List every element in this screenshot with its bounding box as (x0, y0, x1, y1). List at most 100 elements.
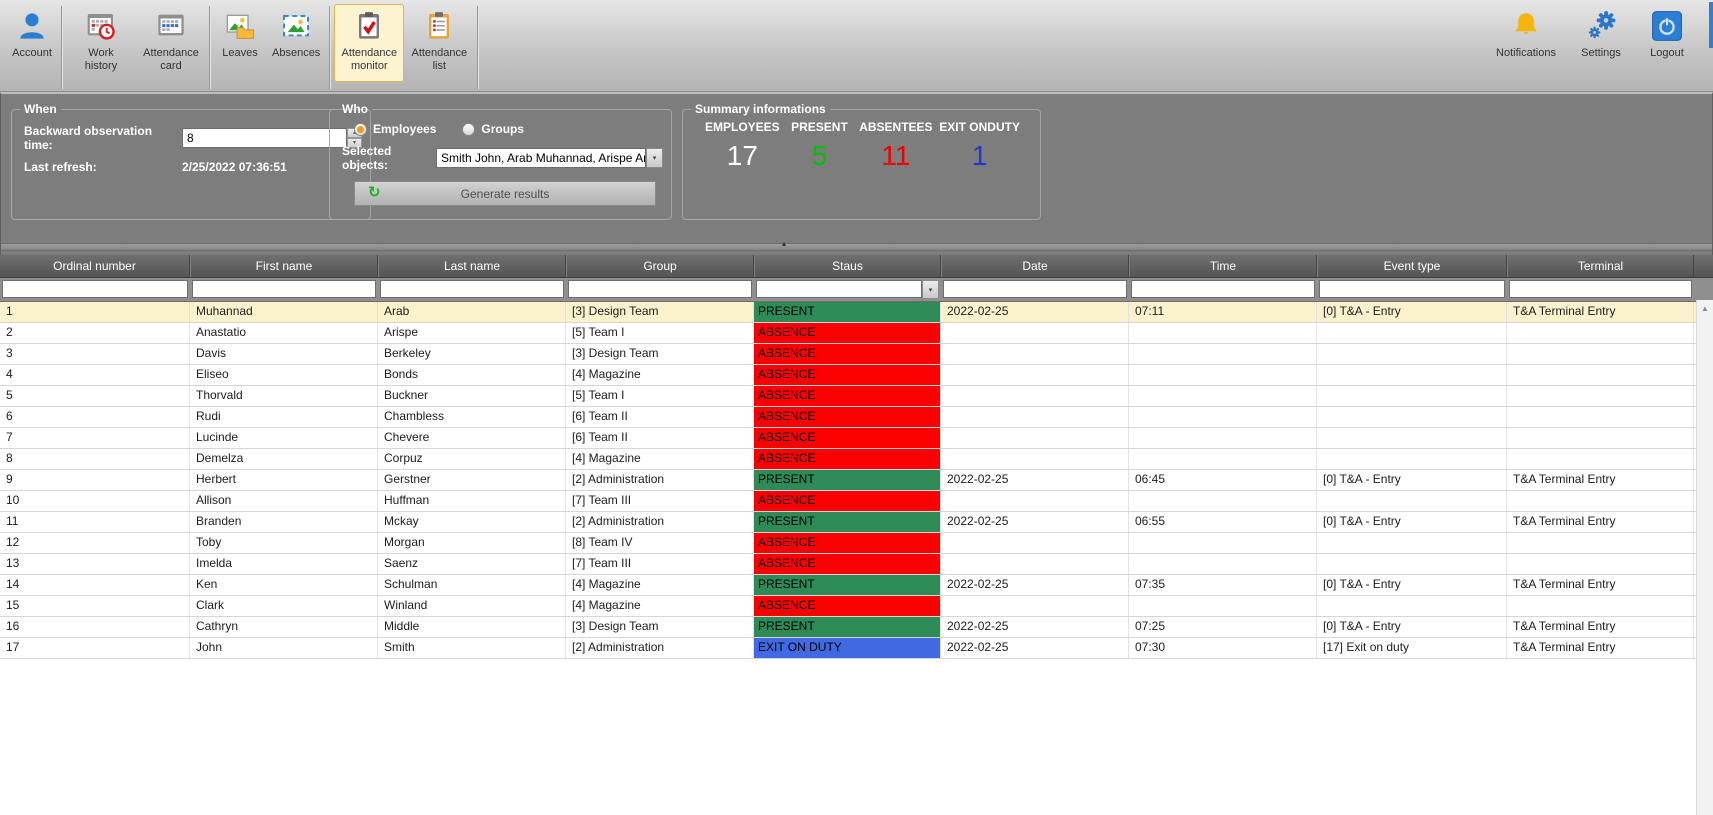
toolbar-button-work-history[interactable]: Work history (66, 4, 136, 82)
cell-ordinal-number: 12 (0, 533, 190, 553)
stat-value: 1 (971, 140, 988, 171)
toolbar-button-label: Attendance list (411, 47, 468, 73)
column-header-last-name[interactable]: Last name (378, 255, 566, 277)
filter-input-terminal[interactable] (1509, 280, 1692, 298)
cell-staus: ABSENCE (754, 407, 941, 427)
column-header-staus[interactable]: Staus (754, 255, 941, 277)
column-header-event-type[interactable]: Event type (1317, 255, 1507, 277)
table-row[interactable]: 4 Eliseo Bonds [4] Magazine ABSENCE (0, 365, 1713, 386)
toolbar-button-attendance-monitor[interactable]: Attendance monitor (334, 4, 405, 82)
table-row[interactable]: 14 Ken Schulman [4] Magazine PRESENT 2022-02-… (0, 575, 1713, 596)
cell-staus: ABSENCE (754, 428, 941, 448)
summary-panel: Summary informations EMPLOYEES 17 PRESEN… (682, 102, 1041, 220)
toolbar-button-notifications[interactable]: Notifications (1491, 4, 1561, 82)
last-refresh-label: Last refresh: (24, 160, 97, 174)
cell-staus: ABSENCE (754, 491, 941, 511)
cell-date (941, 554, 1129, 574)
cell-first-name: Muhannad (190, 302, 378, 322)
table-row[interactable]: 6 Rudi Chambless [6] Team II ABSENCE (0, 407, 1713, 428)
cell-terminal: T&A Terminal Entry (1507, 617, 1694, 637)
filter-input-staus[interactable] (756, 280, 922, 298)
cell-staus: PRESENT (754, 575, 941, 595)
table-row[interactable]: 16 Cathryn Middle [3] Design Team PRESENT 202… (0, 617, 1713, 638)
cell-ordinal-number: 16 (0, 617, 190, 637)
cell-date: 2022-02-25 (941, 302, 1129, 322)
column-header-time[interactable]: Time (1129, 255, 1317, 277)
cell-date (941, 449, 1129, 469)
cell-time: 07:11 (1129, 302, 1317, 322)
filter-input-first-name[interactable] (192, 280, 376, 298)
cell-event-type: [0] T&A - Entry (1317, 302, 1507, 322)
table-row[interactable]: 3 Davis Berkeley [3] Design Team ABSENCE (0, 344, 1713, 365)
cell-first-name: Davis (190, 344, 378, 364)
column-header-date[interactable]: Date (941, 255, 1129, 277)
table-row[interactable]: 7 Lucinde Chevere [6] Team II ABSENCE (0, 428, 1713, 449)
cell-staus: ABSENCE (754, 533, 941, 553)
cell-group: [7] Team III (566, 491, 754, 511)
cell-first-name: Eliseo (190, 365, 378, 385)
cell-ordinal-number: 15 (0, 596, 190, 616)
table-row[interactable]: 13 Imelda Saenz [7] Team III ABSENCE (0, 554, 1713, 575)
toolbar-button-account[interactable]: Account (6, 4, 58, 82)
toolbar-separator (329, 6, 332, 89)
scrollbar-up-arrow-icon[interactable]: ▲ (1701, 304, 1709, 313)
selected-objects-combobox[interactable]: Smith John, Arab Muhannad, Arispe An ▾ (436, 148, 663, 168)
column-header-terminal[interactable]: Terminal (1507, 255, 1694, 277)
stat-value: 5 (811, 140, 828, 171)
horizontal-splitter[interactable]: ▴ (0, 238, 1713, 255)
cell-ordinal-number: 17 (0, 638, 190, 658)
cell-last-name: Saenz (378, 554, 566, 574)
cell-terminal (1507, 449, 1694, 469)
groups-radio[interactable] (462, 122, 476, 136)
table-row[interactable]: 9 Herbert Gerstner [2] Administration PRESEN… (0, 470, 1713, 491)
combobox-dropdown-button[interactable]: ▾ (646, 148, 663, 168)
table-row[interactable]: 1 Muhannad Arab [3] Design Team PRESENT 2022-… (0, 302, 1713, 323)
splitter-collapse-arrow-icon[interactable]: ▴ (782, 239, 787, 248)
cell-first-name: Rudi (190, 407, 378, 427)
toolbar-button-attendance-list[interactable]: Attendance list (404, 4, 474, 82)
column-header-ordinal-number[interactable]: Ordinal number (0, 255, 190, 277)
splitter-bar[interactable] (1, 243, 1712, 251)
generate-results-button[interactable]: ↻ Generate results (354, 181, 656, 206)
stat-label: PRESENT (791, 120, 848, 134)
table-row[interactable]: 2 Anastatio Arispe [5] Team I ABSENCE (0, 323, 1713, 344)
column-header-first-name[interactable]: First name (190, 255, 378, 277)
column-header-group[interactable]: Group (566, 255, 754, 277)
filter-input-group[interactable] (568, 280, 752, 298)
table-row[interactable]: 11 Branden Mckay [2] Administration PRESENT 2… (0, 512, 1713, 533)
cell-group: [3] Design Team (566, 302, 754, 322)
toolbar-button-settings[interactable]: Settings (1575, 4, 1627, 82)
filter-input-ordinal-number[interactable] (2, 280, 188, 298)
table-row[interactable]: 12 Toby Morgan [8] Team IV ABSENCE (0, 533, 1713, 554)
vertical-scrollbar[interactable]: ▲ (1696, 300, 1713, 815)
cell-date (941, 365, 1129, 385)
filter-input-time[interactable] (1131, 280, 1315, 298)
cell-staus: ABSENCE (754, 596, 941, 616)
filter-input-last-name[interactable] (380, 280, 564, 298)
cell-last-name: Huffman (378, 491, 566, 511)
cell-time: 06:55 (1129, 512, 1317, 532)
cell-date (941, 491, 1129, 511)
cell-last-name: Morgan (378, 533, 566, 553)
toolbar-button-attendance-card[interactable]: Attendance card (136, 4, 206, 82)
status-filter-dropdown-button[interactable]: ▾ (922, 280, 939, 299)
cell-last-name: Middle (378, 617, 566, 637)
cell-staus: ABSENCE (754, 449, 941, 469)
table-row[interactable]: 17 John Smith [2] Administration EXIT ON DUT… (0, 638, 1713, 659)
cell-group: [3] Design Team (566, 344, 754, 364)
spinner-down-button[interactable]: ▾ (347, 138, 362, 148)
employees-radio[interactable] (354, 122, 367, 136)
table-row[interactable]: 8 Demelza Corpuz [4] Magazine ABSENCE (0, 449, 1713, 470)
cell-terminal (1507, 386, 1694, 406)
toolbar-button-logout[interactable]: Logout (1641, 4, 1693, 82)
cell-terminal: T&A Terminal Entry (1507, 638, 1694, 658)
filter-input-date[interactable] (943, 280, 1127, 298)
cell-first-name: Lucinde (190, 428, 378, 448)
toolbar-button-leaves[interactable]: Leaves (214, 4, 266, 82)
table-row[interactable]: 5 Thorvald Buckner [5] Team I ABSENCE (0, 386, 1713, 407)
backward-observation-input[interactable] (182, 128, 347, 148)
table-row[interactable]: 15 Clark Winland [4] Magazine ABSENCE (0, 596, 1713, 617)
table-row[interactable]: 10 Allison Huffman [7] Team III ABSENCE (0, 491, 1713, 512)
toolbar-button-absences[interactable]: Absences (266, 4, 326, 82)
filter-input-event-type[interactable] (1319, 280, 1505, 298)
